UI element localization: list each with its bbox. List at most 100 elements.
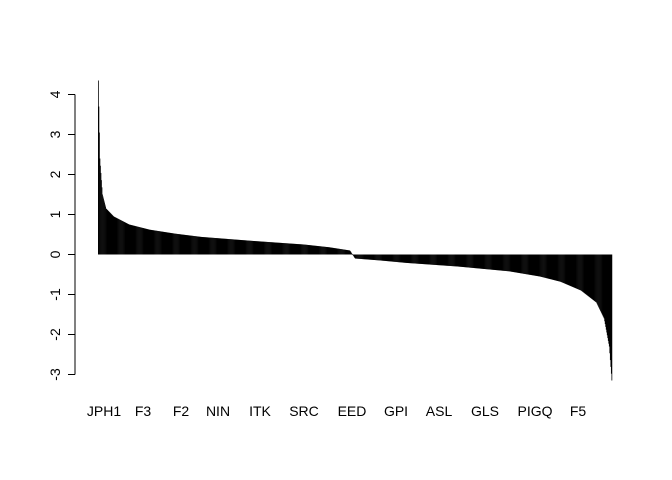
- bar: [557, 254, 559, 282]
- bar: [299, 244, 301, 255]
- bar: [353, 254, 355, 257]
- bar: [305, 244, 307, 255]
- bar: [117, 218, 119, 255]
- bar: [104, 204, 106, 255]
- bar: [251, 240, 253, 255]
- bar: [388, 254, 390, 262]
- bar: [113, 216, 115, 255]
- bar: [438, 254, 440, 266]
- bar: [315, 245, 317, 255]
- bar: [153, 230, 155, 255]
- bar: [345, 249, 347, 255]
- bar: [510, 254, 512, 272]
- bar: [252, 240, 254, 255]
- bar: [300, 244, 302, 255]
- bar: [225, 238, 227, 255]
- bar: [423, 254, 425, 265]
- bar: [473, 254, 475, 269]
- bar: [574, 254, 576, 289]
- bar: [195, 236, 197, 255]
- bar: [431, 254, 432, 265]
- bar: [290, 243, 291, 255]
- bar: [351, 253, 353, 255]
- bar: [489, 254, 490, 270]
- bar: [402, 254, 404, 263]
- bar: [142, 228, 144, 255]
- bar: [573, 254, 575, 288]
- bar: [413, 254, 414, 264]
- bar: [497, 254, 499, 271]
- bar: [128, 224, 130, 255]
- bar: [316, 245, 318, 255]
- bar: [103, 198, 104, 255]
- bar: [494, 254, 496, 270]
- bar: [402, 254, 404, 263]
- bar: [277, 242, 279, 255]
- bar: [127, 223, 129, 255]
- bar: [488, 254, 490, 270]
- bar: [223, 238, 225, 255]
- bar: [107, 210, 109, 255]
- bar: [452, 254, 454, 267]
- bar: [442, 254, 444, 266]
- bar: [429, 254, 431, 265]
- bar: [160, 231, 162, 255]
- bar: [158, 231, 159, 255]
- bar: [169, 232, 171, 255]
- bar: [429, 254, 430, 265]
- bar: [179, 234, 180, 255]
- bar: [535, 254, 537, 276]
- bar: [496, 254, 498, 271]
- bar: [116, 218, 118, 255]
- bar: [536, 254, 538, 277]
- bar: [173, 233, 175, 255]
- bar: [433, 254, 435, 265]
- bar: [489, 254, 491, 270]
- bar: [360, 254, 361, 259]
- bar: [340, 249, 341, 255]
- bar: [98, 106, 100, 255]
- bar: [363, 254, 364, 260]
- bar: [461, 254, 463, 267]
- bar: [348, 250, 350, 255]
- bar: [438, 254, 440, 266]
- bar: [170, 233, 172, 255]
- bar: [135, 226, 136, 255]
- bar: [138, 226, 140, 255]
- bar: [462, 254, 464, 267]
- bar: [322, 246, 324, 255]
- bar: [170, 232, 172, 255]
- bar: [246, 240, 248, 255]
- bar: [317, 246, 319, 255]
- bar: [107, 210, 109, 255]
- bar: [560, 254, 562, 282]
- bar: [463, 254, 465, 268]
- bar: [403, 254, 405, 263]
- bar: [100, 165, 101, 255]
- bar: [356, 254, 357, 259]
- bar: [261, 241, 263, 255]
- bar: [435, 254, 436, 265]
- bar: [180, 234, 182, 255]
- bar: [353, 254, 355, 258]
- bar: [211, 237, 212, 255]
- bar: [323, 246, 324, 255]
- bar: [206, 237, 208, 255]
- bar: [570, 254, 572, 287]
- bar: [608, 254, 610, 347]
- bar: [307, 244, 309, 255]
- bar: [145, 228, 147, 255]
- bar: [454, 254, 456, 267]
- bar: [534, 254, 536, 276]
- bar: [600, 254, 602, 313]
- bar: [574, 254, 576, 288]
- bar: [257, 241, 259, 255]
- bar: [370, 254, 372, 260]
- bar: [522, 254, 524, 274]
- bar: [329, 247, 331, 255]
- bar: [101, 180, 102, 255]
- bar: [265, 241, 267, 255]
- bar: [177, 234, 179, 255]
- bar: [592, 254, 594, 300]
- bar: [476, 254, 478, 269]
